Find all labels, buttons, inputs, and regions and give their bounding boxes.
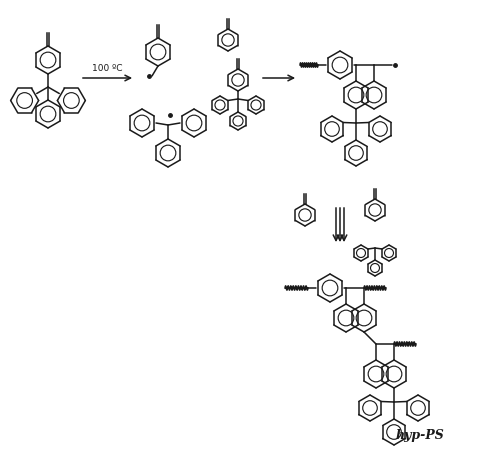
- Text: 100 ºC: 100 ºC: [92, 64, 122, 73]
- Text: hyp-PS: hyp-PS: [396, 429, 444, 442]
